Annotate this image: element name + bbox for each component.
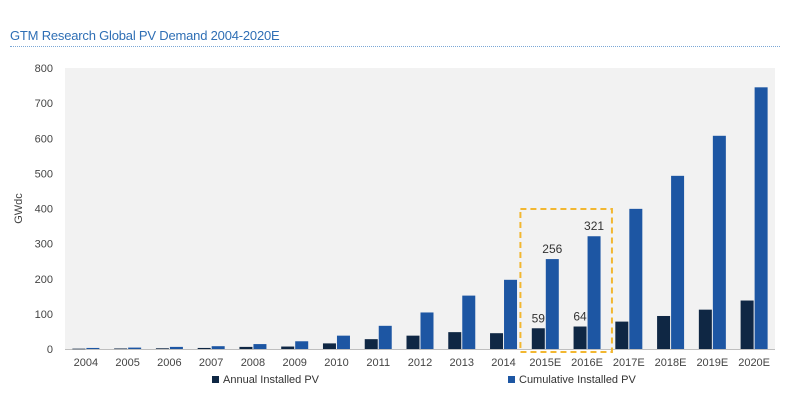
title-divider [10, 46, 780, 47]
bar-cumulative [671, 175, 685, 349]
y-tick-label: 300 [35, 239, 53, 251]
bar-cumulative [629, 208, 643, 349]
bar-annual [448, 332, 462, 349]
x-tick-label: 2009 [282, 357, 306, 369]
x-tick-label: 2014 [491, 357, 515, 369]
x-tick-label: 2007 [199, 357, 223, 369]
y-tick-label: 800 [35, 63, 53, 75]
x-tick-label: 2006 [157, 357, 181, 369]
bar-annual [740, 300, 754, 349]
y-axis-title: GWdc [13, 193, 25, 224]
legend-label-annual: Annual Installed PV [223, 374, 320, 386]
bars [72, 87, 768, 350]
x-tick-label: 2011 [366, 357, 390, 369]
y-tick-label: 200 [35, 274, 53, 286]
bar-annual [657, 315, 671, 349]
bar-annual [155, 348, 169, 349]
highlight-box [519, 208, 613, 353]
legend-label-cumulative: Cumulative Installed PV [519, 374, 636, 386]
bar-cumulative [295, 341, 309, 349]
x-tick-label: 2020E [738, 357, 770, 369]
bar-cumulative [336, 335, 350, 349]
x-tick-label: 2010 [324, 357, 348, 369]
bar-annual [322, 343, 336, 349]
data-label: 59 [532, 311, 546, 325]
chart-title: GTM Research Global PV Demand 2004-2020E [10, 28, 280, 43]
bar-cumulative [128, 347, 142, 349]
data-label: 64 [573, 310, 587, 324]
bar-annual [197, 347, 211, 349]
x-tick-label: 2019E [696, 357, 728, 369]
bar-annual [573, 326, 587, 349]
bar-cumulative [253, 344, 267, 349]
bar-annual [531, 328, 545, 349]
x-tick-label: 2015E [529, 357, 561, 369]
x-tick-label: 2012 [408, 357, 432, 369]
legend-swatch-cumulative [508, 376, 515, 383]
y-axis: 0 100 200 300 400 500 600 700 800 [35, 63, 53, 356]
bar-annual [114, 348, 128, 350]
y-tick-label: 400 [35, 204, 53, 216]
bar-annual [72, 348, 86, 350]
bar-annual [281, 346, 295, 349]
bar-cumulative [378, 325, 392, 349]
plot-area [65, 68, 775, 349]
x-tick-label: 2008 [241, 357, 265, 369]
data-label: 256 [542, 242, 562, 256]
bar-annual [406, 335, 420, 349]
data-label: 321 [584, 219, 604, 233]
y-tick-label: 100 [35, 309, 53, 321]
y-tick-label: 700 [35, 98, 53, 110]
bar-cumulative [169, 346, 183, 349]
bar-annual [698, 309, 712, 349]
bar-cumulative [754, 87, 768, 349]
bar-cumulative [462, 295, 476, 349]
bar-annual [490, 333, 504, 349]
bar-annual [364, 339, 378, 349]
bar-cumulative [504, 279, 518, 349]
y-tick-label: 500 [35, 168, 53, 180]
bar-cumulative [587, 236, 601, 349]
x-axis: 2004 2005 2006 2007 2008 2009 2010 2011 2012 2013… [74, 357, 770, 369]
bar-cumulative [420, 312, 434, 349]
x-tick-label: 2013 [450, 357, 474, 369]
bar-cumulative [545, 259, 559, 349]
legend: Annual Installed PV Cumulative Installed … [212, 374, 636, 386]
x-tick-label: 2004 [74, 357, 98, 369]
x-tick-label: 2016E [571, 357, 603, 369]
x-tick-label: 2017E [613, 357, 645, 369]
bar-cumulative [712, 135, 726, 349]
bar-annual [239, 346, 253, 349]
bar-annual [615, 321, 629, 349]
bar-cumulative [86, 347, 100, 349]
bar-cumulative [211, 346, 225, 349]
x-tick-label: 2018E [655, 357, 687, 369]
x-tick-label: 2005 [115, 357, 139, 369]
y-tick-label: 0 [47, 344, 53, 356]
data-labels: 59 256 64 321 [532, 219, 605, 325]
legend-swatch-annual [212, 376, 219, 383]
y-tick-label: 600 [35, 133, 53, 145]
